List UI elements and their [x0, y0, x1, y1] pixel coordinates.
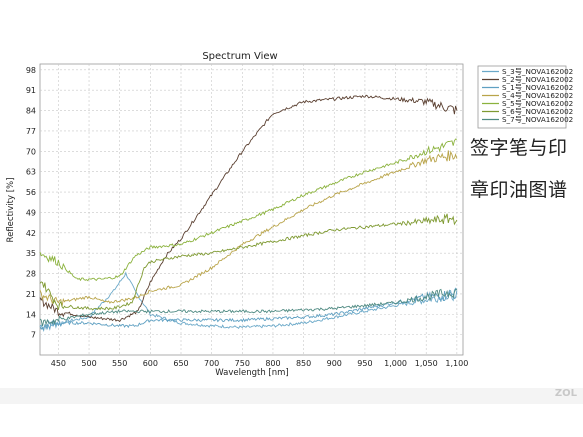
x-tick-label: 850 [296, 359, 311, 368]
chart-title: Spectrum View [202, 51, 277, 62]
y-tick-label: 14 [26, 310, 36, 319]
y-tick-label: 49 [26, 208, 36, 217]
x-tick-label: 600 [143, 359, 158, 368]
x-tick-label: 700 [204, 359, 219, 368]
footer-band [0, 388, 583, 404]
series-line [39, 213, 458, 311]
legend-entry: S_4号_NOVA162002 [502, 91, 573, 100]
legend: S_3号_NOVA162002S_2号_NOVA162002S_1号_NOVA1… [482, 67, 573, 124]
series-line [39, 138, 458, 282]
legend-entry: S_7号_NOVA162002 [502, 115, 573, 124]
x-tick-label: 500 [81, 359, 96, 368]
x-tick-label: 900 [327, 359, 342, 368]
x-tick-label: 1,100 [445, 359, 468, 368]
watermark-logo: ZOL [554, 388, 577, 399]
series-line [39, 290, 458, 332]
y-axis-ticks: 7 14 21 28 35 42 49 56 63 70 77 84 91 98 [26, 66, 36, 340]
legend-box [477, 65, 567, 129]
legend-entry: S_6号_NOVA162002 [502, 107, 573, 116]
x-tick-label: 650 [173, 359, 188, 368]
y-tick-label: 70 [26, 147, 36, 156]
x-tick-label: 1,000 [384, 359, 407, 368]
x-tick-label: 800 [265, 359, 280, 368]
y-tick-label: 35 [26, 249, 36, 258]
plot-area [39, 63, 464, 356]
x-tick-label: 450 [51, 359, 66, 368]
x-tick-label: 550 [112, 359, 127, 368]
series-layer [39, 94, 458, 332]
y-tick-label: 21 [26, 290, 36, 299]
x-tick-label: 950 [357, 359, 372, 368]
y-tick-label: 63 [26, 168, 36, 177]
y-tick-label: 56 [26, 188, 36, 197]
legend-entry: S_5号_NOVA162002 [502, 99, 573, 108]
y-tick-label: 42 [26, 229, 36, 238]
y-tick-label: 28 [26, 270, 36, 279]
y-axis-label: Reflectivity [%] [6, 178, 16, 243]
grid-layer [40, 64, 463, 355]
x-axis-ticks: 450 500 550 600 650 700 750 800 850 900 950 1,000 1,… [51, 359, 469, 368]
x-tick-label: 1,050 [415, 359, 438, 368]
y-tick-label: 77 [26, 127, 36, 136]
x-axis-label: Wavelength [nm] [215, 368, 288, 378]
y-tick-label: 98 [26, 66, 36, 75]
y-tick-label: 7 [31, 331, 36, 340]
legend-entry: S_1号_NOVA162002 [502, 83, 573, 92]
series-line [39, 271, 458, 331]
legend-entry: S_3号_NOVA162002 [502, 67, 573, 76]
y-tick-label: 91 [26, 86, 36, 95]
series-line [39, 150, 458, 307]
x-tick-label: 750 [235, 359, 250, 368]
legend-entry: S_2号_NOVA162002 [502, 75, 573, 84]
y-tick-label: 84 [26, 107, 36, 116]
series-line [39, 288, 458, 327]
series-line [39, 94, 458, 323]
caption-line-2: 章印油图谱 [470, 179, 568, 201]
caption-line-1: 签字笔与印 [470, 137, 568, 159]
